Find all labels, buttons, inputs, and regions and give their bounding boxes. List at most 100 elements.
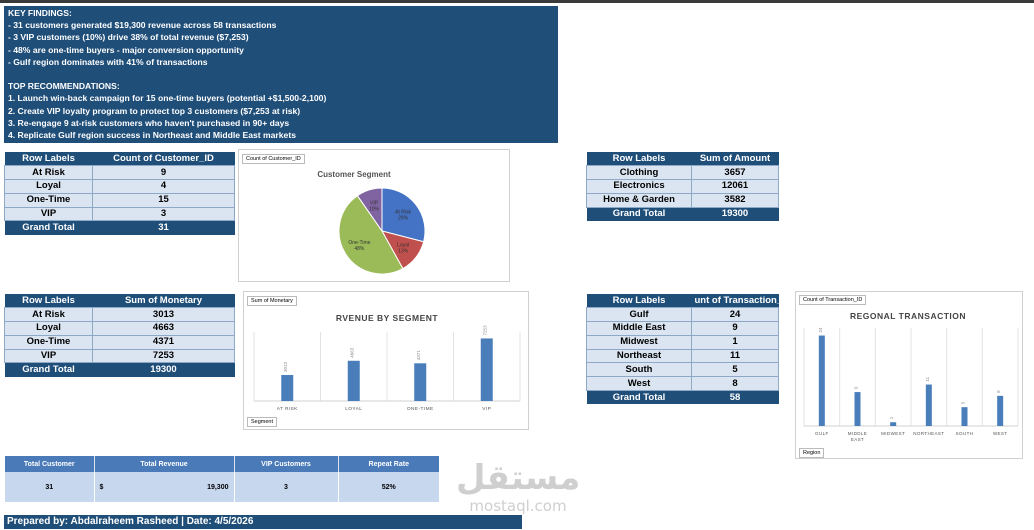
pivot-row-label[interactable]: At Risk <box>4 165 93 181</box>
kpi-revenue-value: 19,300 <box>207 483 229 491</box>
pivot-total-label[interactable]: Grand Total <box>586 390 692 405</box>
pivot-row-value[interactable]: 11 <box>691 348 779 364</box>
pivot-row[interactable]: South 5 <box>586 362 779 378</box>
pivot-row-label[interactable]: Gulf <box>586 307 692 323</box>
pivot-header-row-labels[interactable]: Row Labels <box>4 294 93 308</box>
category-label: AT RISK <box>277 406 298 412</box>
pivot-row[interactable]: At Risk 3013 <box>4 307 235 323</box>
pivot-header-row-labels[interactable]: Row Labels <box>586 294 692 308</box>
pie-slice-at-risk[interactable] <box>381 187 426 243</box>
pivot-total-value[interactable]: 19300 <box>691 207 779 221</box>
pie-slice-one-time[interactable] <box>338 195 404 275</box>
axis-button-region[interactable]: Region <box>799 448 825 458</box>
pivot-row[interactable]: At Risk 9 <box>4 165 235 181</box>
pivot-row[interactable]: Midwest 1 <box>586 334 779 350</box>
field-button-monetary[interactable]: Sum of Monetary <box>247 296 297 306</box>
pivot-row[interactable]: Gulf 24 <box>586 307 779 323</box>
pivot-row-value[interactable]: 5 <box>691 362 779 378</box>
pivot-total-label[interactable]: Grand Total <box>4 362 93 377</box>
bar-middle-east[interactable] <box>854 392 861 426</box>
pivot-row-label[interactable]: VIP <box>4 348 93 364</box>
pivot-row[interactable]: Electronics 12061 <box>586 179 779 194</box>
pivot-row-value[interactable]: 4371 <box>92 334 235 350</box>
pivot-row-value[interactable]: 15 <box>92 192 235 208</box>
pivot-header-row-labels[interactable]: Row Labels <box>586 152 692 166</box>
kpi-repeat-rate[interactable]: 52% <box>338 472 439 502</box>
kpi-vip-customers[interactable]: 3 <box>234 472 339 502</box>
customer-segment-chart[interactable]: Count of Customer_ID Customer Segment At … <box>238 149 510 282</box>
pivot-row[interactable]: One-Time 15 <box>4 192 235 208</box>
pivot-header-value[interactable]: Sum of Monetary <box>92 294 235 308</box>
pivot-row-value[interactable]: 1 <box>691 334 779 350</box>
bar-vip[interactable] <box>480 338 493 401</box>
category-label: WEST <box>993 431 1008 436</box>
pivot-row-value[interactable]: 3013 <box>92 307 235 323</box>
bar-south[interactable] <box>961 407 968 426</box>
field-button-count[interactable]: Count of Customer_ID <box>242 154 305 164</box>
finding-line: 2. Create VIP loyalty program to protect… <box>8 105 301 116</box>
pivot-row-label[interactable]: At Risk <box>4 307 93 323</box>
pivot-row-label[interactable]: Clothing <box>586 165 692 181</box>
axis-button-segment[interactable]: Segment <box>247 417 278 427</box>
pivot-row-label[interactable]: Loyal <box>4 321 93 336</box>
pivot-row-label[interactable]: Loyal <box>4 179 93 194</box>
bar-at-risk[interactable] <box>281 375 294 401</box>
pie-slice-vip[interactable] <box>356 187 383 233</box>
kpi-total-customer[interactable]: 31 <box>5 472 95 502</box>
pivot-row-label[interactable]: Northeast <box>586 348 692 364</box>
pivot-row-value[interactable]: 9 <box>92 165 235 181</box>
bar-midwest[interactable] <box>890 422 897 426</box>
pivot-row-value[interactable]: 12061 <box>691 179 779 194</box>
revenue-by-segment-chart[interactable]: Sum of Monetary Segment RVENUE BY SEGMEN… <box>243 291 529 430</box>
pivot-header-row-labels[interactable]: Row Labels <box>4 152 93 166</box>
bar-northeast[interactable] <box>925 384 932 426</box>
pivot-row-label[interactable]: Electronics <box>586 179 692 194</box>
field-button-transaction[interactable]: Count of Transaction_ID <box>799 295 867 305</box>
pivot-row-value[interactable]: 3657 <box>691 165 779 181</box>
pie-slice-percent: 13% <box>398 248 409 254</box>
pivot-total-value[interactable]: 19300 <box>92 362 235 377</box>
pivot-total-value[interactable]: 58 <box>691 390 779 405</box>
pivot-row-label[interactable]: South <box>586 362 692 378</box>
pivot-row[interactable]: Loyal 4 <box>4 179 235 194</box>
pivot-row-label[interactable]: Home & Garden <box>586 192 692 208</box>
bar-one-time[interactable] <box>414 363 427 401</box>
pivot-row-label[interactable]: VIP <box>4 206 93 222</box>
pivot-row-value[interactable]: 7253 <box>92 348 235 364</box>
pivot-row-value[interactable]: 4 <box>92 179 235 194</box>
finding-line: - 48% are one-time buyers - major conver… <box>8 44 244 55</box>
pivot-row[interactable]: Northeast 11 <box>586 348 779 364</box>
pivot-total-label[interactable]: Grand Total <box>4 220 93 235</box>
regional-transaction-chart[interactable]: Count of Transaction_ID Region REGONAL T… <box>795 291 1023 459</box>
pivot-row[interactable]: West 8 <box>586 376 779 392</box>
pivot-row-label[interactable]: One-Time <box>4 192 93 208</box>
pivot-row[interactable]: Home & Garden 3582 <box>586 192 779 208</box>
pivot-row-value[interactable]: 3582 <box>691 192 779 208</box>
bar-loyal[interactable] <box>347 360 360 401</box>
pivot-row-value[interactable]: 3 <box>92 206 235 222</box>
pivot-row[interactable]: Loyal 4663 <box>4 321 235 336</box>
pivot-total-label[interactable]: Grand Total <box>586 207 692 221</box>
pivot-row-label[interactable]: Midwest <box>586 334 692 350</box>
kpi-total-revenue[interactable]: $ 19,300 <box>94 472 235 502</box>
pivot-row-label[interactable]: Middle East <box>586 321 692 336</box>
pivot-header-value[interactable]: unt of Transaction_ID <box>691 294 779 308</box>
pivot-header-value[interactable]: Sum of Amount <box>691 152 779 166</box>
bar-west[interactable] <box>997 395 1004 426</box>
pivot-total-value[interactable]: 31 <box>92 220 235 235</box>
pivot-row-value[interactable]: 24 <box>691 307 779 323</box>
pivot-row[interactable]: One-Time 4371 <box>4 334 235 350</box>
pivot-row[interactable]: VIP 7253 <box>4 348 235 364</box>
category-label: LOYAL <box>345 406 362 412</box>
pivot-row-value[interactable]: 9 <box>691 321 779 336</box>
pivot-header-value[interactable]: Count of Customer_ID <box>92 152 235 166</box>
chart-title: Customer Segment <box>317 170 391 179</box>
pivot-row-value[interactable]: 8 <box>691 376 779 392</box>
pivot-row[interactable]: Middle East 9 <box>586 321 779 336</box>
pivot-row[interactable]: VIP 3 <box>4 206 235 222</box>
pivot-row-value[interactable]: 4663 <box>92 321 235 336</box>
bar-gulf[interactable] <box>818 335 825 426</box>
pivot-row-label[interactable]: West <box>586 376 692 392</box>
pivot-row[interactable]: Clothing 3657 <box>586 165 779 181</box>
pivot-row-label[interactable]: One-Time <box>4 334 93 350</box>
